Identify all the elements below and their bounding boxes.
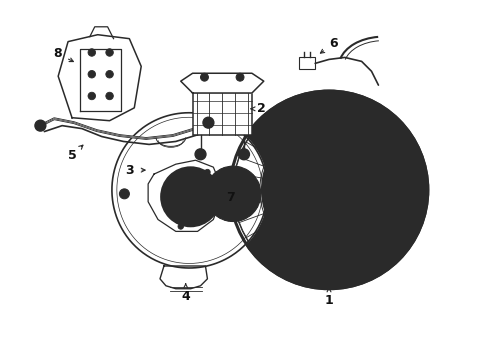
Circle shape bbox=[169, 194, 174, 199]
Circle shape bbox=[226, 187, 240, 201]
Text: 3: 3 bbox=[125, 163, 133, 177]
Circle shape bbox=[291, 152, 366, 228]
Circle shape bbox=[206, 194, 211, 199]
Circle shape bbox=[200, 180, 204, 185]
Text: 1: 1 bbox=[324, 294, 333, 307]
Circle shape bbox=[176, 209, 181, 214]
Polygon shape bbox=[181, 73, 263, 93]
Polygon shape bbox=[80, 49, 121, 111]
Circle shape bbox=[105, 49, 113, 56]
Circle shape bbox=[183, 190, 197, 204]
Circle shape bbox=[295, 226, 304, 234]
Circle shape bbox=[205, 166, 260, 221]
Circle shape bbox=[119, 189, 129, 199]
Circle shape bbox=[178, 184, 203, 210]
Circle shape bbox=[261, 123, 395, 257]
Text: 2: 2 bbox=[257, 102, 265, 115]
Circle shape bbox=[353, 226, 361, 234]
Circle shape bbox=[325, 136, 332, 144]
Circle shape bbox=[210, 204, 216, 210]
Circle shape bbox=[88, 71, 95, 78]
Circle shape bbox=[183, 176, 188, 181]
Circle shape bbox=[105, 92, 113, 100]
Polygon shape bbox=[148, 160, 220, 231]
Polygon shape bbox=[58, 35, 141, 121]
Circle shape bbox=[171, 202, 176, 207]
Circle shape bbox=[204, 169, 210, 175]
Circle shape bbox=[192, 176, 197, 181]
Circle shape bbox=[203, 117, 213, 128]
Text: 4: 4 bbox=[181, 290, 190, 303]
FancyBboxPatch shape bbox=[192, 93, 251, 135]
Circle shape bbox=[230, 91, 427, 289]
FancyBboxPatch shape bbox=[299, 58, 315, 69]
Polygon shape bbox=[160, 266, 207, 289]
Polygon shape bbox=[112, 113, 267, 268]
Circle shape bbox=[315, 176, 342, 204]
Text: 6: 6 bbox=[329, 37, 338, 50]
Circle shape bbox=[301, 162, 356, 217]
Circle shape bbox=[204, 186, 209, 191]
Circle shape bbox=[178, 224, 183, 229]
Circle shape bbox=[200, 73, 208, 81]
Circle shape bbox=[238, 149, 249, 160]
Circle shape bbox=[278, 171, 285, 179]
Circle shape bbox=[195, 149, 205, 160]
Circle shape bbox=[35, 120, 46, 131]
Circle shape bbox=[183, 213, 188, 217]
Text: 5: 5 bbox=[67, 149, 76, 162]
Circle shape bbox=[371, 171, 379, 179]
Text: 8: 8 bbox=[53, 47, 61, 60]
Circle shape bbox=[161, 167, 220, 226]
Circle shape bbox=[221, 182, 244, 206]
Circle shape bbox=[200, 209, 204, 214]
Circle shape bbox=[192, 213, 197, 217]
Circle shape bbox=[171, 186, 176, 191]
Circle shape bbox=[88, 49, 95, 56]
Text: 7: 7 bbox=[225, 191, 234, 204]
Circle shape bbox=[105, 71, 113, 78]
Circle shape bbox=[88, 92, 95, 100]
Circle shape bbox=[204, 202, 209, 207]
Circle shape bbox=[236, 73, 244, 81]
Circle shape bbox=[176, 180, 181, 185]
